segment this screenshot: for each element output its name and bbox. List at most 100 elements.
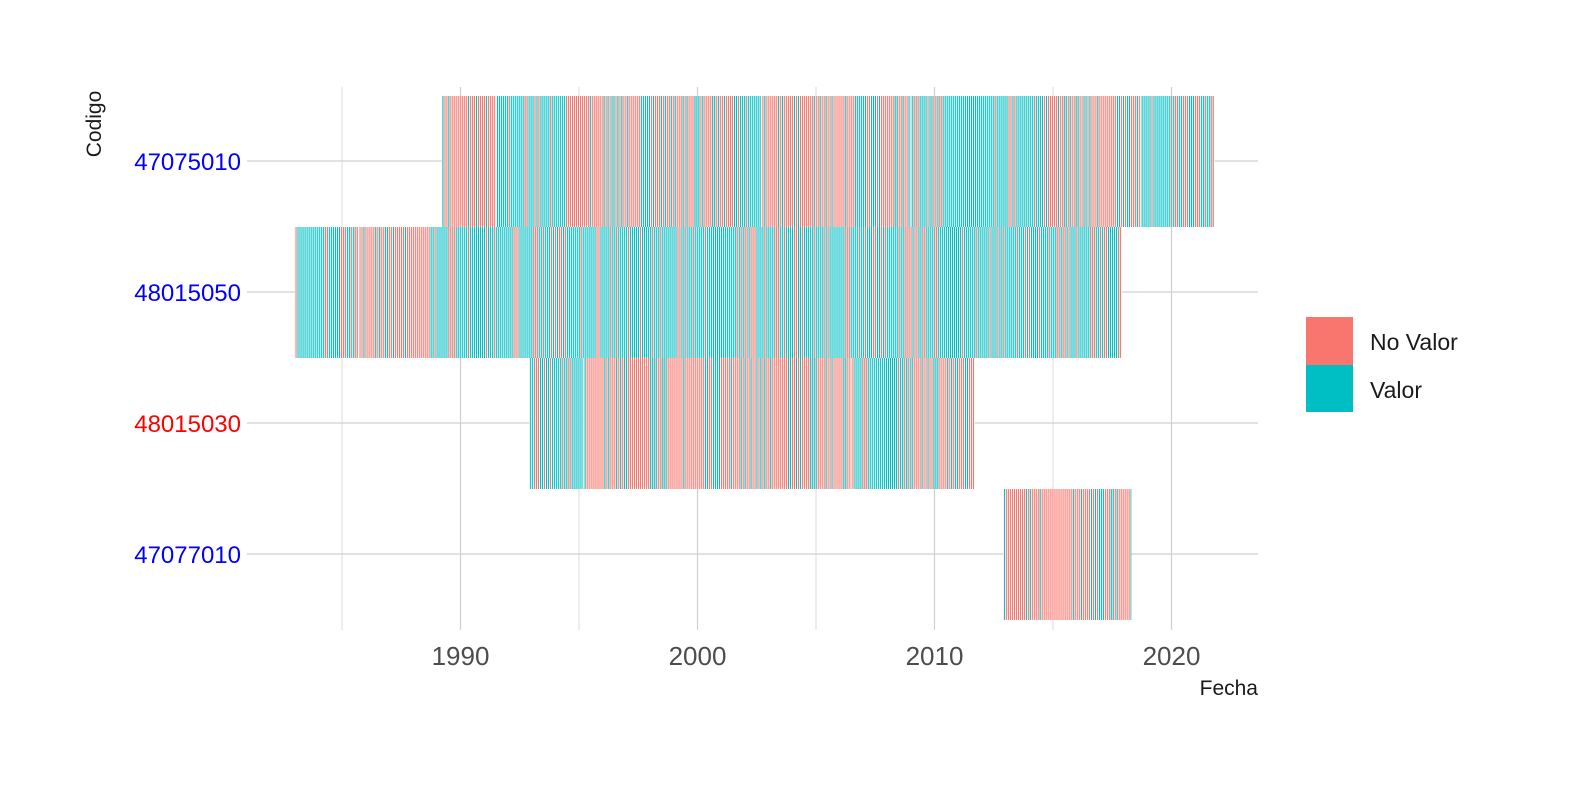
series-segment <box>1140 96 1215 227</box>
month-separator <box>712 358 714 489</box>
month-mark <box>1212 96 1214 227</box>
month-separator <box>455 227 457 358</box>
month-mark <box>906 227 908 358</box>
month-separator <box>856 96 858 227</box>
month-separator <box>627 358 629 489</box>
month-mark <box>859 227 861 358</box>
month-separator <box>599 358 601 489</box>
month-mark <box>702 96 704 227</box>
month-separator <box>1007 96 1009 227</box>
month-separator <box>1066 489 1068 620</box>
month-separator <box>569 227 571 358</box>
month-separator <box>826 227 828 358</box>
month-mark <box>1081 489 1083 620</box>
month-separator <box>981 96 983 227</box>
month-separator <box>650 96 651 227</box>
month-separator <box>508 227 510 358</box>
month-separator <box>477 227 478 358</box>
month-separator <box>461 227 463 358</box>
month-mark <box>760 358 762 489</box>
series-segment <box>583 358 852 489</box>
y-axis-title: Codigo <box>83 91 106 158</box>
month-separator <box>588 96 590 227</box>
month-separator <box>937 227 939 358</box>
month-separator <box>569 96 571 227</box>
month-separator <box>1115 227 1116 358</box>
month-mark <box>941 96 943 227</box>
month-separator <box>787 227 789 358</box>
month-separator <box>638 96 640 227</box>
month-separator <box>535 96 537 227</box>
series-segment <box>441 96 497 227</box>
month-mark <box>344 227 346 358</box>
month-separator <box>613 227 615 358</box>
month-separator <box>355 227 357 358</box>
month-separator <box>1062 489 1064 620</box>
month-mark <box>1204 96 1206 227</box>
month-separator <box>824 96 826 227</box>
month-separator <box>861 358 863 489</box>
month-mark <box>951 358 953 489</box>
month-separator <box>1118 227 1120 358</box>
month-separator <box>509 96 511 227</box>
month-separator <box>528 227 530 358</box>
month-mark <box>621 96 623 227</box>
month-mark <box>975 227 977 358</box>
month-separator <box>459 96 461 227</box>
month-separator <box>818 358 820 489</box>
month-separator <box>571 96 572 227</box>
month-separator <box>785 358 787 489</box>
month-separator <box>1082 96 1084 227</box>
month-separator <box>595 358 597 489</box>
month-separator <box>512 227 514 358</box>
month-mark <box>917 96 919 227</box>
month-separator <box>674 227 676 358</box>
month-separator <box>828 227 830 358</box>
month-separator <box>665 96 667 227</box>
month-separator <box>685 96 687 227</box>
month-separator <box>1051 96 1052 227</box>
month-separator <box>748 96 750 227</box>
month-mark <box>774 227 776 358</box>
month-separator <box>573 96 574 227</box>
month-mark <box>1123 96 1125 227</box>
legend-swatch-valor <box>1306 365 1353 412</box>
month-separator <box>800 227 802 358</box>
month-separator <box>918 96 920 227</box>
month-separator <box>960 227 962 358</box>
month-separator <box>885 96 887 227</box>
month-separator <box>1052 489 1054 620</box>
month-separator <box>575 227 577 358</box>
month-mark <box>845 96 847 227</box>
month-separator <box>587 358 589 489</box>
month-separator <box>914 96 916 227</box>
month-separator <box>820 227 822 358</box>
month-separator <box>668 227 670 358</box>
month-separator <box>601 227 603 358</box>
month-separator <box>777 96 779 227</box>
month-mark <box>655 358 657 489</box>
month-separator <box>664 358 666 489</box>
month-separator <box>889 96 891 227</box>
month-separator <box>725 96 727 227</box>
month-separator <box>1039 227 1041 358</box>
month-separator <box>629 358 631 489</box>
month-separator <box>522 227 524 358</box>
month-separator <box>600 96 602 227</box>
month-separator <box>735 96 736 227</box>
month-separator <box>945 227 947 358</box>
month-separator <box>670 227 672 358</box>
month-separator <box>451 96 453 227</box>
month-separator <box>836 227 838 358</box>
month-separator <box>441 227 443 358</box>
month-mark <box>1128 96 1131 227</box>
month-separator <box>840 227 842 358</box>
month-separator <box>656 358 658 489</box>
month-separator <box>862 227 864 358</box>
month-separator <box>883 96 885 227</box>
month-mark <box>534 96 536 227</box>
month-separator <box>765 96 767 227</box>
month-separator <box>614 96 616 227</box>
month-separator <box>747 227 749 358</box>
month-separator <box>853 358 855 489</box>
